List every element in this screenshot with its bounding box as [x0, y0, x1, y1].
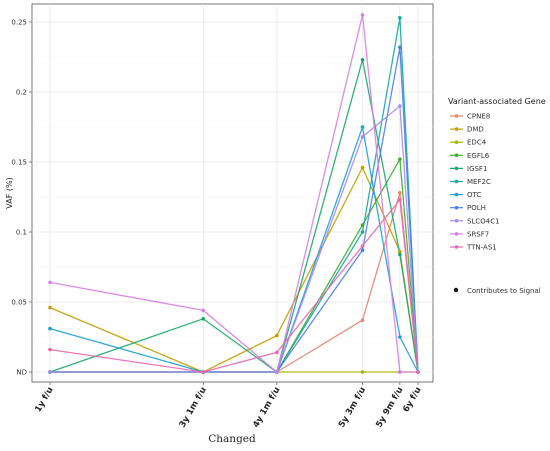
legend-label: IGSF1 — [467, 165, 487, 173]
legend-item-mef2c: MEF2C — [450, 178, 491, 186]
legend-label: OTC — [467, 191, 481, 199]
data-point-cpne8 — [360, 318, 365, 323]
data-point-mef2c — [360, 230, 365, 234]
legend-item-cpne8: CPNE8 — [450, 113, 490, 121]
data-point-igsf1 — [398, 252, 402, 257]
legend-item-srsf7: SRSF7 — [450, 230, 489, 238]
series-lines — [49, 14, 419, 374]
data-point-slco4c1 — [398, 104, 402, 108]
legend-item-dmd: DMD — [450, 126, 484, 134]
data-point-ttn-as1 — [201, 370, 206, 374]
legend-swatch-dot — [454, 192, 459, 197]
data-point-slco4c1 — [360, 135, 365, 139]
data-point-ttn-as1 — [416, 370, 420, 374]
data-point-cpne8 — [398, 191, 402, 195]
legend-label: TTN-AS1 — [466, 244, 497, 252]
data-point-ttn-as1 — [360, 244, 365, 248]
legend-swatch-dot — [454, 219, 459, 223]
data-point-edc4 — [360, 370, 365, 374]
legend-swatch-dot — [454, 166, 459, 171]
data-point-otc — [398, 335, 402, 339]
legend-swatch-dot — [454, 153, 459, 158]
data-point-igsf1 — [201, 317, 206, 321]
legend-label: SLCO4C1 — [467, 217, 500, 225]
y-tick-label: 0.15 — [11, 159, 27, 167]
legend-item-egfl6: EGFL6 — [450, 152, 490, 160]
series-line-srsf7 — [49, 14, 418, 374]
legend-title: Variant-associated Gene — [448, 97, 546, 106]
legend-swatch-dot — [454, 140, 459, 144]
x-tick-label: 5y 9m f/u — [374, 386, 405, 430]
data-point-ttn-as1 — [398, 198, 402, 202]
legend-label: CPNE8 — [467, 113, 490, 121]
series-line-otc — [49, 124, 419, 373]
legend-swatch-dot — [454, 205, 459, 210]
y-tick-label: 0.25 — [11, 19, 27, 27]
y-tick-label: 0.05 — [11, 299, 27, 307]
series-points — [48, 13, 420, 374]
legend-label: POLH — [467, 204, 486, 212]
data-point-polh — [398, 45, 402, 49]
x-axis-label: Changed — [208, 433, 256, 445]
data-point-dmd — [275, 333, 279, 338]
y-tick-label: ND — [16, 369, 27, 377]
series-line-slco4c1 — [50, 104, 419, 373]
x-tick-label: 1y f/u — [33, 386, 55, 415]
legend-swatch-dot — [454, 114, 459, 118]
x-tick-label: 3y 1m f/u — [178, 386, 209, 430]
legend-label: DMD — [467, 126, 484, 134]
legend-item-slco4c1: SLCO4C1 — [450, 217, 500, 225]
data-point-srsf7 — [398, 370, 402, 374]
legend-signal-label: Contributes to Signal — [467, 287, 541, 295]
legend-swatch-dot — [454, 232, 459, 236]
legend-label: EGFL6 — [467, 152, 490, 160]
data-point-mef2c — [398, 15, 402, 20]
data-point-srsf7 — [275, 370, 279, 374]
data-point-egfl6 — [398, 157, 402, 161]
data-point-srsf7 — [201, 308, 206, 313]
legend-item-polh: POLH — [450, 204, 486, 212]
legend-label: EDC4 — [467, 139, 487, 147]
legend-label: MEF2C — [467, 178, 491, 186]
legend-label: SRSF7 — [467, 230, 489, 238]
legend-item-otc: OTC — [450, 191, 481, 199]
data-point-srsf7 — [360, 13, 365, 17]
legend-item-edc4: EDC4 — [450, 139, 487, 147]
data-point-dmd — [398, 249, 402, 254]
data-point-ttn-as1 — [275, 350, 279, 355]
data-point-igsf1 — [360, 58, 365, 62]
legend-item-ttn-as1: TTN-AS1 — [450, 244, 497, 252]
series-line-ttn-as1 — [49, 198, 419, 373]
data-point-otc — [360, 125, 365, 129]
data-point-otc — [48, 326, 52, 331]
y-tick-label: 0.1 — [16, 229, 27, 237]
data-point-srsf7 — [48, 280, 52, 285]
legend-signal-dot — [453, 287, 459, 293]
data-point-ttn-as1 — [48, 347, 52, 352]
series-line-igsf1 — [49, 59, 419, 374]
data-point-polh — [360, 248, 365, 252]
x-tick-label: 5y 3m f/u — [337, 386, 368, 430]
y-axis-ticks: ND 0.05 0.1 0.15 0.2 0.25 — [11, 19, 32, 377]
legend-swatch-dot — [454, 179, 459, 184]
x-axis-ticks: 1y f/u 3y 1m f/u 4y 1m f/u 5y 3m f/u 5y 9m f… — [33, 382, 424, 430]
y-tick-label: 0.2 — [16, 89, 27, 97]
legend-swatch-dot — [454, 245, 459, 249]
data-point-egfl6 — [360, 223, 365, 227]
legend-item-igsf1: IGSF1 — [450, 165, 487, 173]
x-tick-label: 4y 1m f/u — [251, 386, 282, 430]
data-point-dmd — [48, 305, 52, 310]
plot-panel — [31, 3, 434, 383]
data-point-dmd — [360, 165, 365, 170]
legend-swatch-dot — [454, 127, 459, 131]
legend: Variant-associated Gene CPNE8 DMD EDC4 EGFL… — [448, 97, 546, 295]
data-point-slco4c1 — [48, 370, 52, 374]
x-tick-label: 6y f/u — [401, 386, 423, 415]
y-axis-label: VAF (%) — [5, 177, 14, 208]
